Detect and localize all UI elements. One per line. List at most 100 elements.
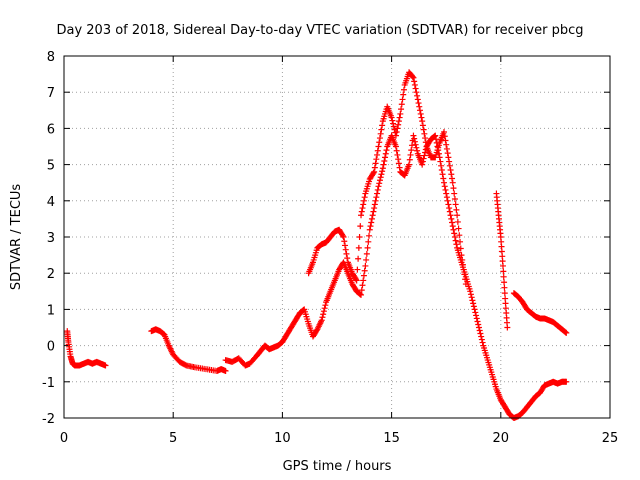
data-point	[102, 362, 109, 369]
data-point	[398, 101, 405, 108]
data-point	[374, 151, 381, 158]
data-point	[366, 232, 373, 239]
data-point	[473, 312, 480, 319]
y-tick-label: 6	[47, 122, 55, 137]
data-point	[500, 273, 507, 280]
data-point	[362, 262, 369, 269]
data-point	[368, 215, 375, 222]
data-point	[475, 321, 482, 328]
data-point	[320, 311, 327, 318]
data-point	[447, 212, 454, 219]
data-point	[408, 147, 415, 154]
data-point	[353, 277, 360, 284]
data-point	[322, 302, 329, 309]
data-point	[380, 161, 387, 168]
data-point	[462, 276, 469, 283]
data-point	[459, 256, 466, 263]
data-point	[454, 218, 461, 225]
data-point	[445, 154, 452, 161]
data-point	[381, 157, 388, 164]
data-point	[341, 238, 348, 245]
data-point	[360, 201, 367, 208]
data-point	[355, 255, 362, 262]
x-tick-label: 0	[60, 431, 68, 446]
data-point	[409, 73, 416, 80]
data-point	[342, 242, 349, 249]
data-point	[470, 303, 477, 310]
data-point	[500, 268, 507, 275]
data-point	[392, 143, 399, 150]
data-point	[422, 135, 429, 142]
data-point	[412, 141, 419, 148]
plot-border	[63, 55, 611, 419]
data-point	[363, 256, 370, 263]
data-point	[563, 329, 570, 336]
data-point	[393, 129, 400, 136]
data-point	[371, 164, 378, 171]
y-axis-label: SDTVAR / TECUs	[9, 184, 24, 291]
data-point	[449, 223, 456, 230]
data-point	[368, 219, 375, 226]
data-point	[452, 201, 459, 208]
data-point	[473, 315, 480, 322]
data-point	[420, 155, 427, 162]
data-point	[378, 171, 385, 178]
data-point	[320, 308, 327, 315]
data-point	[468, 294, 475, 301]
data-point	[366, 226, 373, 233]
data-point	[376, 180, 383, 187]
data-point	[411, 81, 418, 88]
data-point	[419, 118, 426, 125]
data-point	[438, 162, 445, 169]
data-point	[358, 291, 365, 298]
data-point	[413, 89, 420, 96]
data-point	[390, 120, 397, 127]
data-point	[415, 100, 422, 107]
data-point	[450, 226, 457, 233]
data-point	[422, 139, 429, 146]
data-point	[393, 147, 400, 154]
data-point	[441, 183, 448, 190]
data-point	[504, 324, 511, 331]
data-point	[440, 175, 447, 182]
data-point	[441, 179, 448, 186]
data-point	[471, 306, 478, 313]
data-point	[376, 177, 383, 184]
data-point	[358, 208, 365, 215]
data-point	[475, 324, 482, 331]
data-point	[419, 161, 426, 168]
data-point	[372, 160, 379, 167]
data-point	[451, 195, 458, 202]
data-point	[371, 205, 378, 212]
data-point	[477, 330, 484, 337]
data-point	[406, 156, 413, 163]
data-point	[396, 114, 403, 121]
data-point	[370, 208, 377, 215]
data-point	[340, 234, 347, 240]
data-point	[375, 183, 382, 190]
data-point	[444, 150, 451, 157]
data-point	[379, 168, 386, 175]
data-point	[383, 147, 390, 154]
data-point	[365, 238, 372, 245]
data-point	[376, 139, 383, 146]
data-point	[467, 288, 474, 295]
data-point	[411, 135, 418, 142]
data-point	[448, 215, 455, 222]
data-point	[562, 329, 569, 336]
data-point	[397, 110, 404, 117]
data-point	[411, 78, 418, 85]
y-tick-label: 4	[47, 195, 55, 210]
data-point	[417, 110, 424, 117]
chart-title: Day 203 of 2018, Sidereal Day-to-day VTE…	[56, 23, 583, 38]
data-point	[442, 137, 449, 144]
data-point	[408, 142, 415, 149]
data-point	[344, 255, 351, 262]
data-point	[439, 171, 446, 178]
data-point	[398, 106, 405, 113]
data-point	[444, 197, 451, 204]
data-point	[414, 96, 421, 103]
data-point	[375, 143, 382, 150]
data-point	[394, 151, 401, 158]
